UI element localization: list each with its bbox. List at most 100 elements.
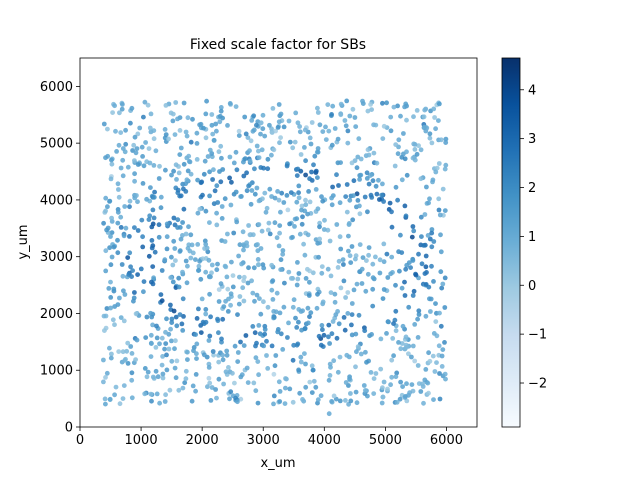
scatter-point [103, 268, 109, 274]
scatter-point [442, 208, 448, 214]
scatter-point [305, 266, 310, 272]
scatter-point [249, 278, 255, 284]
scatter-point [276, 119, 282, 125]
scatter-point [396, 340, 401, 345]
scatter-point [177, 312, 183, 317]
scatter-point [203, 135, 209, 141]
scatter-point [177, 248, 183, 254]
scatter-point [345, 140, 351, 146]
scatter-point [380, 136, 386, 142]
scatter-point [357, 211, 363, 217]
scatter-point [412, 358, 418, 364]
scatter-point [149, 238, 155, 243]
scatter-point [104, 370, 110, 376]
scatter-point [223, 369, 229, 375]
scatter-point [373, 122, 379, 128]
scatter-point [294, 216, 300, 222]
scatter-point [213, 387, 219, 392]
scatter-point [245, 135, 251, 141]
scatter-point [358, 172, 364, 178]
scatter-point [228, 389, 234, 395]
scatter-point [388, 114, 394, 120]
scatter-point [274, 235, 280, 241]
scatter-point [319, 194, 324, 200]
scatter-point [306, 293, 312, 298]
scatter-point [109, 157, 114, 163]
scatter-point [393, 374, 399, 380]
scatter-point [419, 234, 424, 240]
colorbar-tick-label: 2 [528, 181, 536, 196]
scatter-point [129, 351, 135, 356]
scatter-point [243, 333, 249, 338]
scatter-point [347, 253, 353, 259]
scatter-point [135, 162, 141, 167]
scatter-point [381, 259, 387, 265]
scatter-point [214, 183, 220, 189]
colorbar-tick-label: 0 [528, 279, 536, 294]
scatter-point [116, 194, 122, 200]
scatter-point [341, 262, 346, 267]
scatter-point [377, 197, 382, 202]
scatter-point [410, 258, 416, 263]
scatter-point [107, 245, 112, 251]
scatter-point [366, 152, 372, 158]
scatter-point [322, 217, 327, 223]
scatter-point [442, 166, 448, 172]
scatter-point [241, 159, 246, 165]
scatter-point [241, 242, 246, 248]
scatter-point [178, 145, 184, 151]
scatter-point [157, 400, 163, 406]
scatter-point [219, 336, 224, 342]
scatter-point [370, 275, 376, 281]
scatter-point [415, 316, 420, 322]
scatter-point [250, 232, 256, 238]
scatter-point [403, 394, 408, 399]
scatter-point [109, 215, 114, 221]
scatter-point [320, 327, 325, 333]
colorbar-ticks: −2 −1 0 1 2 3 4 [520, 83, 547, 392]
scatter-point [241, 278, 247, 284]
scatter-point [261, 165, 266, 171]
scatter-point [294, 282, 300, 288]
scatter-point [307, 379, 313, 385]
scatter-point [396, 249, 401, 255]
scatter-point [349, 301, 355, 306]
scatter-point [190, 383, 196, 389]
scatter-point [201, 125, 206, 131]
scatter-point [241, 343, 247, 348]
scatter-point [251, 380, 257, 386]
scatter-point [403, 213, 409, 219]
scatter-point [214, 128, 219, 134]
scatter-point [115, 250, 121, 256]
scatter-point [350, 106, 356, 112]
scatter-point [145, 369, 151, 375]
scatter-point [410, 224, 416, 229]
scatter-point [141, 289, 146, 295]
scatter-point [238, 339, 243, 345]
scatter-point [188, 232, 194, 238]
scatter-point [169, 254, 174, 260]
scatter-point [208, 398, 214, 403]
scatter-point [107, 397, 113, 402]
scatter-point [123, 225, 129, 231]
scatter-point [378, 366, 384, 372]
scatter-point [120, 349, 126, 355]
scatter-point [114, 149, 119, 154]
scatter-point [398, 346, 404, 352]
scatter-point [291, 297, 297, 303]
scatter-point [376, 177, 381, 183]
scatter-point [384, 251, 390, 257]
scatter-point [201, 171, 207, 177]
scatter-point [224, 274, 230, 280]
scatter-point [176, 170, 182, 176]
scatter-point [241, 247, 246, 253]
scatter-point [373, 254, 378, 260]
scatter-point [296, 319, 301, 325]
scatter-point [348, 391, 353, 396]
scatter-point [431, 106, 437, 112]
y-tick-label: 3000 [40, 250, 73, 265]
scatter-point [207, 291, 213, 297]
scatter-point [164, 316, 169, 322]
scatter-point [108, 279, 113, 285]
scatter-point [157, 163, 162, 169]
